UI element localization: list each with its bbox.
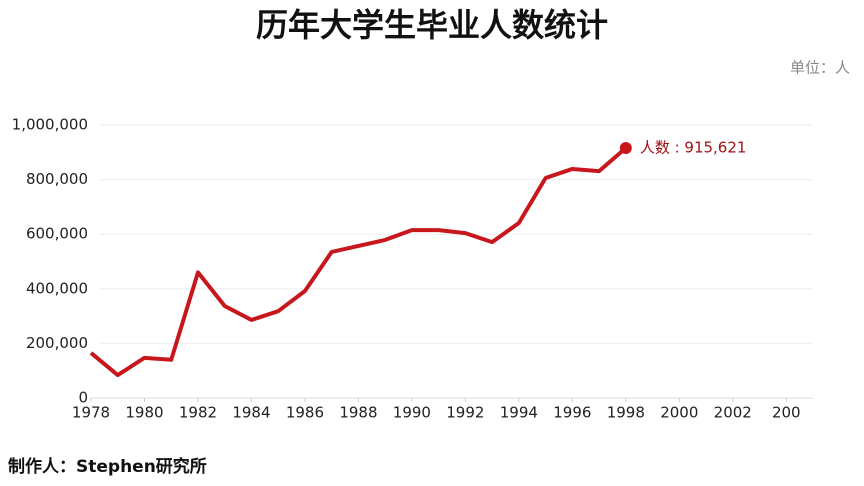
x-tick-label: 1980 [125,404,163,422]
x-tick-label: 1990 [393,404,431,422]
y-tick-label: 1,000,000 [12,116,88,134]
x-tick-label: 1982 [179,404,217,422]
x-tick-label: 1984 [232,404,270,422]
unit-label: 单位：人 [790,59,850,77]
x-tick-label: 200 [772,404,801,422]
x-tick-label: 1994 [500,404,538,422]
y-tick-label: 0 [78,389,88,407]
x-tick-label: 1988 [339,404,377,422]
point [619,142,632,155]
x-tick-label: 1998 [607,404,645,422]
y-tick-label: 600,000 [26,225,88,243]
chart-title: 历年大学生毕业人数统计 [256,6,608,44]
footer: 制作人：Stephen研究所 [8,456,207,477]
x-tick-label: 1992 [446,404,484,422]
line [89,146,628,378]
x-tick-label: 1978 [72,404,110,422]
x-tick-label: 2000 [660,404,698,422]
y-tick-label: 800,000 [26,170,88,188]
y-tick-label: 400,000 [26,279,88,297]
x-tick-label: 1996 [553,404,591,422]
x-tick-label: 1986 [286,404,324,422]
x-tick-label: 2002 [714,404,752,422]
y-tick-label: 200,000 [26,334,88,352]
value-label: 人数 : 915,621 [640,139,747,157]
